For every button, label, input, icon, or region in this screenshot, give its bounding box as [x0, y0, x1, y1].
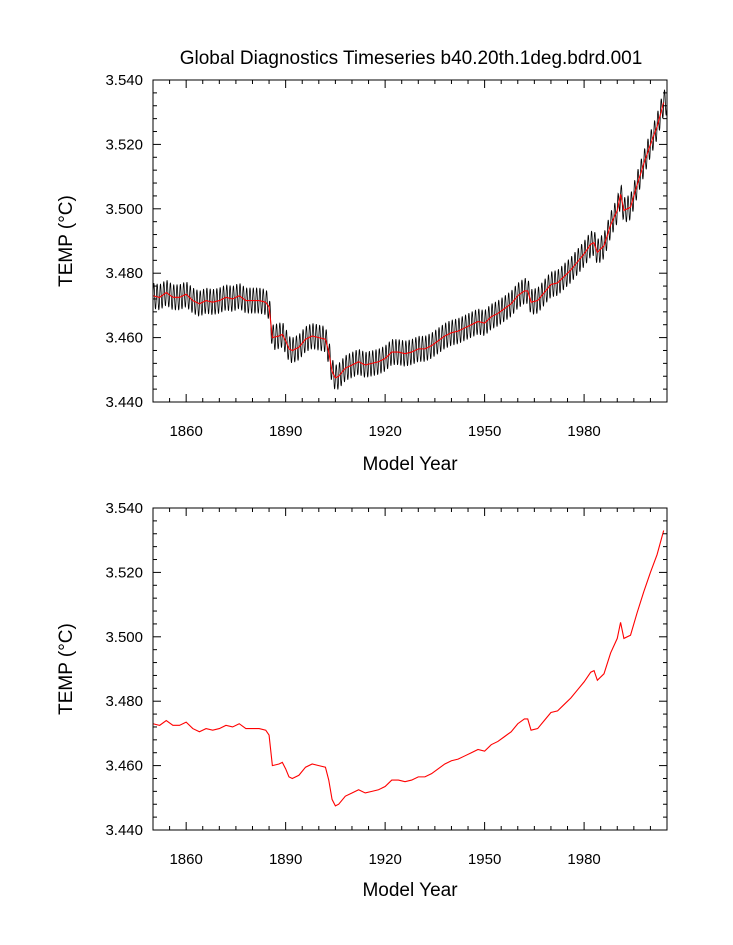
top-axis-ticks: 1860 1890 1920 1950 1980 3.440 3.460 3.480 3.500… — [105, 72, 668, 440]
annual-mean-line — [152, 530, 665, 807]
x-tick-label: 1950 — [468, 851, 501, 868]
y-tick-label: 3.460 — [105, 330, 143, 347]
y-tick-label: 3.520 — [105, 136, 143, 153]
y-tick-label: 3.500 — [105, 201, 143, 218]
y-tick-label: 3.440 — [105, 822, 143, 839]
top-x-axis-title: Model Year — [362, 454, 458, 475]
x-tick-label: 1890 — [269, 851, 302, 868]
y-tick-label: 3.540 — [105, 72, 143, 89]
x-tick-label: 1980 — [567, 851, 600, 868]
x-tick-label: 1890 — [269, 423, 302, 440]
y-tick-label: 3.500 — [105, 629, 143, 646]
monthly-series-line — [152, 89, 668, 390]
bottom-plot-frame — [152, 507, 668, 831]
top-plot-frame — [152, 79, 668, 403]
x-tick-label: 1860 — [169, 423, 202, 440]
y-tick-label: 3.440 — [105, 394, 143, 411]
annual-mean-line — [152, 102, 665, 379]
x-tick-label: 1980 — [567, 423, 600, 440]
x-tick-label: 1950 — [468, 423, 501, 440]
top-timeseries-panel: 1860 1890 1920 1950 1980 3.440 3.460 3.480 3.500… — [56, 72, 668, 475]
top-plot-lines — [152, 89, 668, 390]
bottom-y-axis-title: TEMP (°C) — [56, 623, 77, 715]
x-tick-label: 1860 — [169, 851, 202, 868]
y-tick-label: 3.480 — [105, 265, 143, 282]
y-tick-label: 3.540 — [105, 500, 143, 517]
x-tick-label: 1920 — [368, 851, 401, 868]
top-y-axis-title: TEMP (°C) — [56, 195, 77, 287]
y-tick-label: 3.460 — [105, 758, 143, 775]
bottom-plot-lines — [152, 530, 665, 807]
chart-title: Global Diagnostics Timeseries b40.20th.1… — [180, 48, 643, 69]
bottom-x-axis-title: Model Year — [362, 880, 458, 901]
bottom-timeseries-panel: 1860 1890 1920 1950 1980 3.440 3.460 3.480 3.500… — [56, 500, 668, 901]
y-tick-label: 3.520 — [105, 564, 143, 581]
x-tick-label: 1920 — [368, 423, 401, 440]
y-tick-label: 3.480 — [105, 693, 143, 710]
bottom-axis-ticks: 1860 1890 1920 1950 1980 3.440 3.460 3.480 3.500… — [105, 500, 668, 868]
